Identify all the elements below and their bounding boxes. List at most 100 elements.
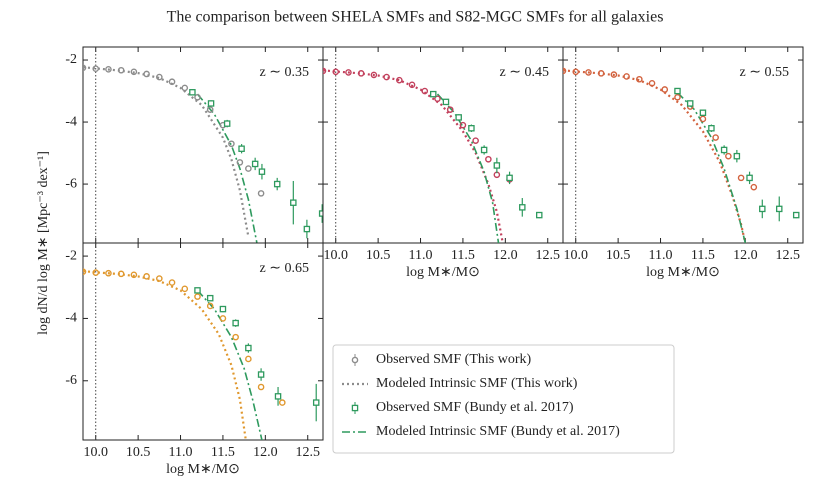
bundy-point <box>245 344 252 352</box>
panel-label: z ∼ 0.55 <box>740 65 789 80</box>
bundy-point <box>318 210 323 217</box>
observed-point <box>737 174 745 182</box>
panel-frame <box>82 242 324 441</box>
observed-point <box>92 269 100 276</box>
bundy-point <box>207 100 215 107</box>
panel-label: z ∼ 0.45 <box>500 65 549 80</box>
legend-label: Modeled Intrinsic SMF (This work) <box>376 376 578 391</box>
bundy-model-line <box>436 93 500 243</box>
bundy-point <box>312 399 320 406</box>
x-tick-label: 11.5 <box>211 445 235 460</box>
observed-point <box>383 73 390 81</box>
model-line <box>83 66 250 237</box>
panel-frame <box>562 46 804 244</box>
bundy-point <box>251 160 259 168</box>
observed-point <box>92 65 100 73</box>
x-tick-label: 10.5 <box>366 248 391 263</box>
observed-point <box>228 140 235 148</box>
y-tick-label: -2 <box>65 52 77 67</box>
observed-point <box>156 73 163 81</box>
legend-box <box>332 344 675 454</box>
observed-point <box>332 68 340 76</box>
observed-point <box>712 134 719 141</box>
y-tick-label: -6 <box>65 176 77 191</box>
observed-point <box>485 155 492 163</box>
bundy-point <box>232 319 239 327</box>
observed-point <box>181 84 189 92</box>
bundy-point <box>792 211 800 219</box>
observed-point <box>725 152 732 160</box>
x-axis-label: log M∗/M⊙ <box>406 265 480 280</box>
legend-label: Observed SMF (This work) <box>376 352 531 367</box>
bundy-point <box>733 152 741 160</box>
model-line <box>83 270 247 440</box>
bundy-point <box>194 287 201 294</box>
bundy-point <box>429 90 437 98</box>
observed-point <box>674 93 681 101</box>
observed-point <box>345 69 352 76</box>
observed-point <box>323 67 327 75</box>
observed-point <box>236 159 244 166</box>
observed-point <box>459 121 467 129</box>
x-tick-label: 12.5 <box>535 248 560 263</box>
observed-point <box>219 315 227 322</box>
observed-point <box>370 71 378 79</box>
observed-point <box>585 69 592 76</box>
figure-title: The comparison between SHELA SMFs and S8… <box>167 9 664 26</box>
x-tick-label: 12.0 <box>253 445 278 460</box>
bundy-point <box>290 199 297 206</box>
x-tick-label: 11.0 <box>409 248 433 263</box>
legend-label: Observed SMF (Bundy et al. 2017) <box>376 400 574 415</box>
plot-area <box>83 47 323 243</box>
bundy-point <box>442 98 450 106</box>
bundy-point <box>686 100 694 107</box>
model-line <box>323 69 504 243</box>
bundy-point <box>720 146 728 154</box>
bundy-point <box>493 162 501 169</box>
bundy-point <box>189 89 196 96</box>
bundy-point <box>536 211 543 219</box>
observed-point <box>446 106 454 113</box>
observed-point <box>105 66 112 73</box>
observed-point <box>257 190 265 197</box>
bundy-model-line <box>196 289 263 440</box>
observed-point <box>434 95 441 103</box>
x-tick-label: 11.5 <box>451 248 475 263</box>
bundy-point <box>258 168 266 175</box>
bundy-point <box>455 114 462 121</box>
observed-point <box>563 67 567 75</box>
observed-point <box>206 302 214 310</box>
observed-point <box>117 270 125 278</box>
observed-point <box>168 279 176 286</box>
observed-point <box>610 71 618 78</box>
observed-point <box>648 79 656 87</box>
x-tick-label: 11.5 <box>691 248 715 263</box>
plot-area <box>563 47 800 243</box>
observed-point <box>156 275 163 282</box>
observed-point <box>699 115 707 123</box>
x-axis-label: log M∗/M⊙ <box>166 462 240 477</box>
observed-point <box>194 93 201 101</box>
observed-point <box>117 66 125 74</box>
observed-point <box>83 268 87 275</box>
y-tick-label: -2 <box>65 248 77 263</box>
bundy-point <box>506 174 513 182</box>
observed-point <box>245 165 252 172</box>
bundy-point <box>223 120 231 127</box>
bundy-point <box>303 225 311 233</box>
bundy-point <box>776 205 783 213</box>
observed-point <box>105 269 112 277</box>
observed-point <box>750 183 758 191</box>
observed-point <box>257 383 265 391</box>
legend-label: Modeled Intrinsic SMF (Bundy et al. 2017… <box>376 424 620 439</box>
x-tick-label: 12.5 <box>775 248 800 263</box>
bundy-point <box>257 371 265 378</box>
x-tick-label: 11.0 <box>169 445 193 460</box>
observed-point <box>623 73 630 80</box>
observed-point <box>421 87 429 95</box>
observed-point <box>245 355 252 363</box>
observed-point <box>143 70 150 78</box>
y-axis-label: log dN/d log M∗ [Mpc⁻³ dex⁻¹] <box>36 151 51 335</box>
observed-point <box>472 137 479 144</box>
